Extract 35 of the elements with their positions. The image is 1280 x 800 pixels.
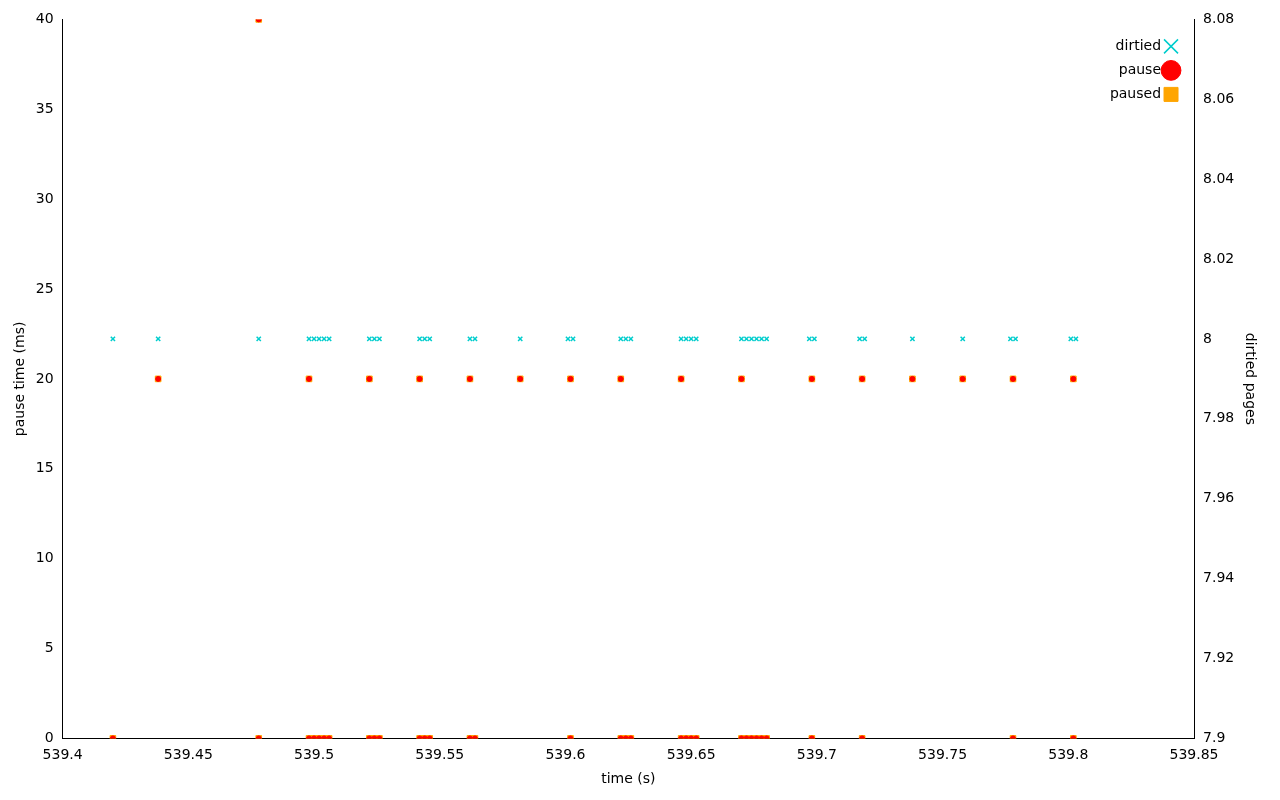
y2-tick-label: 8: [1203, 329, 1212, 346]
x-tick-label: 539.75: [918, 746, 968, 763]
x-tick-label: 539.45: [163, 746, 213, 763]
x-tick-label: 539.4: [42, 746, 83, 763]
y2-tick-label: 7.94: [1203, 569, 1235, 586]
y2-tick-label: 7.98: [1203, 409, 1235, 426]
y-tick-label: 0: [44, 729, 54, 746]
x-tick-label: 539.65: [666, 746, 716, 763]
y-axis-title: pause time (ms): [11, 321, 28, 437]
y2-axis-title: dirtied pages: [1242, 332, 1259, 425]
x-axis-title: time (s): [601, 770, 656, 787]
x-tick-label: 539.7: [796, 746, 837, 763]
x-tick-label: 539.8: [1048, 746, 1089, 763]
y2-tick-label: 8.02: [1203, 249, 1235, 266]
x-tick-label: 539.55: [415, 746, 465, 763]
y-tick-label: 25: [35, 279, 54, 296]
y-tick-label: 10: [35, 549, 54, 566]
x-tick-label: 539.85: [1169, 746, 1219, 763]
x-tick-label: 539.5: [293, 746, 335, 763]
y2-tick-label: 8.04: [1203, 169, 1235, 186]
y-tick-label: 40: [35, 10, 54, 27]
legend-label: paused: [1109, 85, 1162, 102]
y-tick-label: 30: [35, 189, 54, 206]
y-tick-label: 5: [44, 639, 54, 656]
legend-label: dirtied: [1115, 37, 1162, 54]
y2-tick-label: 7.92: [1203, 649, 1235, 666]
legend-label: pause: [1118, 61, 1162, 78]
y-tick-label: 35: [35, 99, 54, 116]
y2-tick-label: 7.9: [1203, 729, 1226, 746]
y-tick-label: 15: [35, 459, 54, 476]
y2-tick-label: 8.06: [1203, 89, 1235, 106]
x-tick-label: 539.6: [545, 746, 586, 763]
y2-tick-label: 8.08: [1203, 10, 1235, 27]
y2-tick-label: 7.96: [1203, 489, 1235, 506]
y-tick-label: 20: [35, 369, 54, 386]
